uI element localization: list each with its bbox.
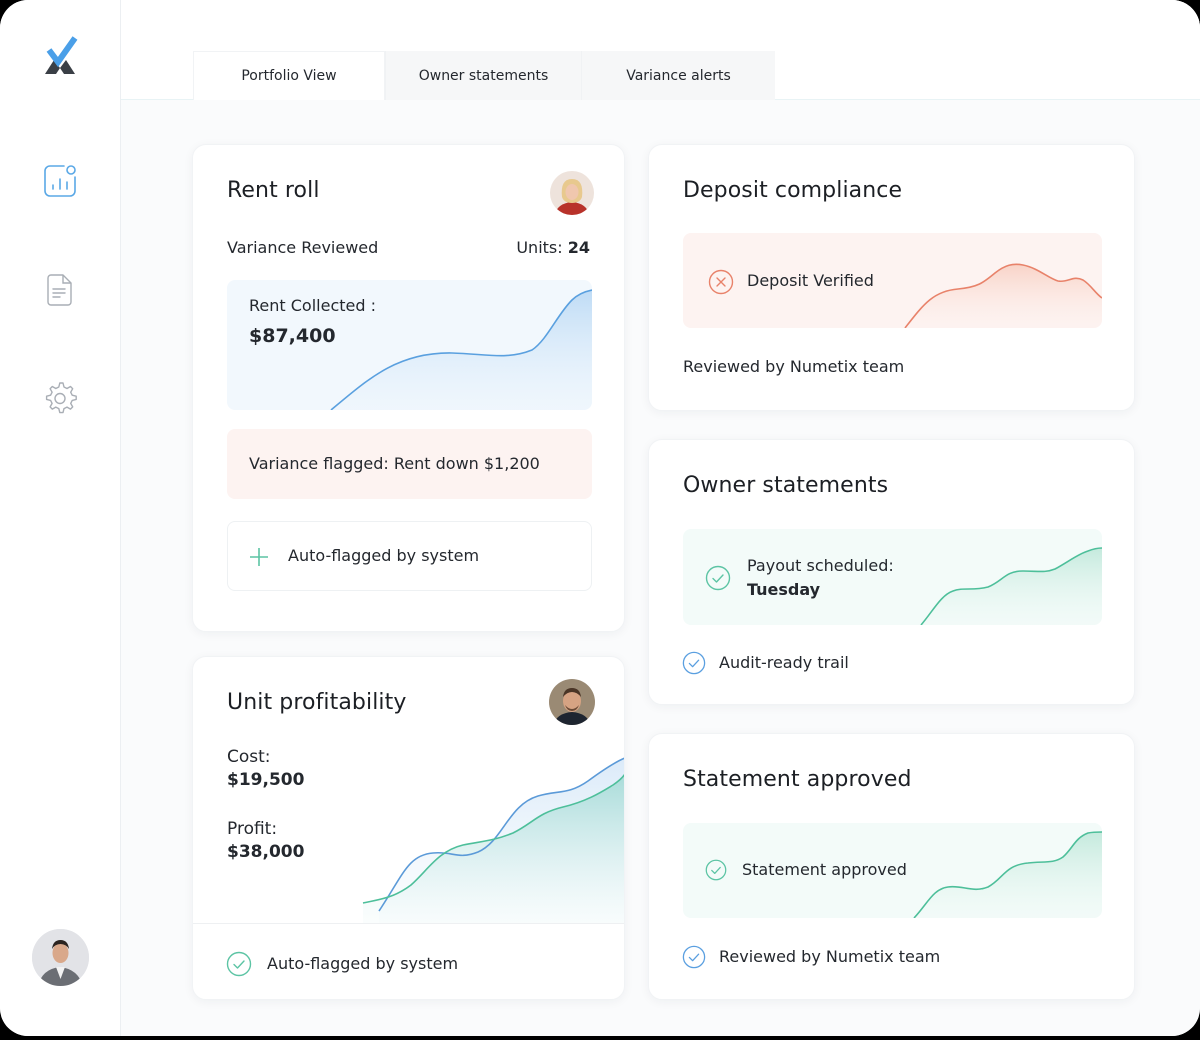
units-label: Units: [516,238,563,257]
profitability-chart [362,757,624,923]
rent-roll-status: Variance Reviewed [227,238,379,257]
check-circle-icon [705,565,731,591]
profit-value: $38,000 [227,842,305,862]
rent-roll-card: Rent roll Variance Reviewed Units: 24 [192,144,625,632]
unit-profitability-card: Unit profitability Cost: $19,500 Profit:… [192,656,625,1000]
topbar: Portfolio View Owner statements Variance… [121,0,1200,100]
footer-label: Auto-flagged by system [267,954,459,973]
card-title: Deposit compliance [683,178,903,203]
payout-chart [920,547,1102,625]
rent-collected-chart [330,289,592,410]
tab-variance-alerts[interactable]: Variance alerts [581,51,775,100]
check-circle-icon [682,651,706,675]
units-value: 24 [567,238,590,257]
units-count: Units: 24 [516,238,590,257]
check-circle-icon [705,859,727,881]
statement-chart [913,831,1102,918]
card-title: Unit profitability [227,690,407,715]
gear-icon[interactable] [42,380,78,416]
check-circle-icon [226,951,252,977]
card-title: Owner statements [683,473,889,498]
divider [193,923,624,924]
auto-flag-label: Auto-flagged by system [288,546,480,565]
card-title: Rent roll [227,178,320,203]
statement-approved-card: Statement approved Statemen [648,733,1135,1000]
main-area: Portfolio View Owner statements Variance… [121,0,1200,1036]
auto-flag-row[interactable]: Auto-flagged by system [227,521,592,591]
tab-owner-statements[interactable]: Owner statements [385,51,581,100]
tab-bar: Portfolio View Owner statements Variance… [193,51,775,100]
x-circle-icon [708,269,734,295]
deposit-chart [904,263,1102,328]
deposit-status-label: Deposit Verified [747,271,874,290]
reviewed-by-text: Reviewed by Numetix team [683,357,905,376]
card-title: Statement approved [683,767,912,792]
user-avatar[interactable] [32,929,89,986]
variance-alert-text: Variance flagged: Rent down $1,200 [249,454,540,473]
audit-trail-label: Audit-ready trail [719,653,849,672]
statement-status-panel: Statement approved [683,823,1102,918]
reviewed-by-text: Reviewed by Numetix team [719,947,941,966]
payout-label: Payout scheduled: [747,556,894,575]
rent-collected-panel: Rent Collected : $87,400 [227,280,592,410]
deposit-compliance-card: Deposit compliance Deposit [648,144,1135,411]
owner-statements-card: Owner statements Payout sch [648,439,1135,705]
payout-day: Tuesday [747,580,821,599]
cost-label: Cost: [227,747,271,767]
check-circle-icon [682,945,706,969]
profit-label: Profit: [227,819,278,839]
rent-collected-value: $87,400 [249,325,336,347]
statement-status-label: Statement approved [742,860,907,879]
reviewer-avatar[interactable] [550,171,594,215]
cost-value: $19,500 [227,770,305,790]
document-icon[interactable] [42,272,78,308]
reviewer-avatar[interactable] [549,679,595,725]
chart-notification-icon[interactable] [42,163,78,199]
numetix-logo-icon[interactable] [40,34,80,76]
deposit-status-panel: Deposit Verified [683,233,1102,328]
plus-icon [250,548,268,566]
sidebar [0,0,121,1036]
variance-alert-panel[interactable]: Variance flagged: Rent down $1,200 [227,429,592,499]
tab-portfolio-view[interactable]: Portfolio View [193,51,385,100]
payout-panel: Payout scheduled: Tuesday [683,529,1102,625]
rent-collected-label: Rent Collected : [249,296,376,315]
